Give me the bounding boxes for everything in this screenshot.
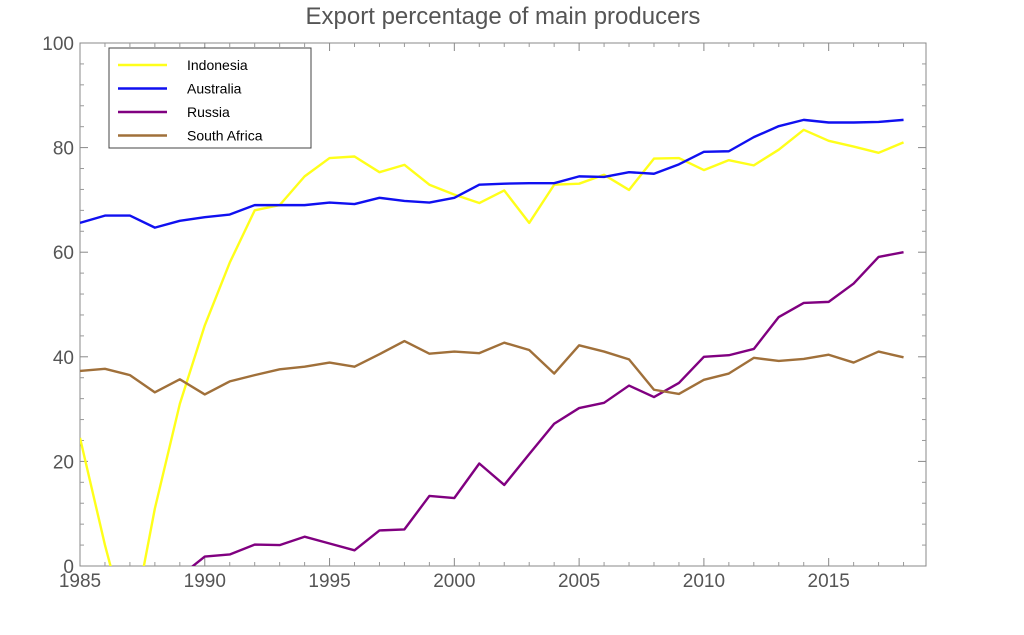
chart-title: Export percentage of main producers (306, 3, 701, 30)
legend-label-south-africa: South Africa (187, 128, 263, 144)
x-tick-label: 2005 (558, 571, 600, 592)
series-line-australia (80, 118, 904, 229)
x-tick-label: 1995 (308, 571, 350, 592)
legend-label-indonesia: Indonesia (187, 57, 248, 73)
axis-ticks: 1985 1990 1995 2000 2005 2010 2015 0 20 40 60 80 100 (42, 34, 926, 592)
y-tick-label: 20 (53, 452, 74, 473)
y-tick-label: 80 (53, 139, 74, 160)
series-line-south-africa (80, 339, 904, 396)
legend-label-russia: Russia (187, 104, 230, 120)
y-tick-label: 100 (42, 34, 74, 55)
y-tick-label: 60 (53, 243, 74, 264)
y-tick-label: 0 (63, 557, 74, 578)
x-tick-label: 2000 (433, 571, 475, 592)
x-tick-label: 2015 (808, 571, 850, 592)
series-lines (80, 118, 905, 566)
x-tick-label: 1990 (184, 571, 226, 592)
legend-label-australia: Australia (187, 81, 242, 97)
series-line-russia (191, 251, 904, 566)
x-tick-label: 2010 (683, 571, 725, 592)
legend: Indonesia Australia Russia South Africa (108, 47, 312, 149)
x-tick-label: 1985 (59, 571, 101, 592)
plot-frame (79, 42, 927, 567)
series-line-indonesia (80, 128, 905, 566)
y-tick-label: 40 (53, 348, 74, 369)
